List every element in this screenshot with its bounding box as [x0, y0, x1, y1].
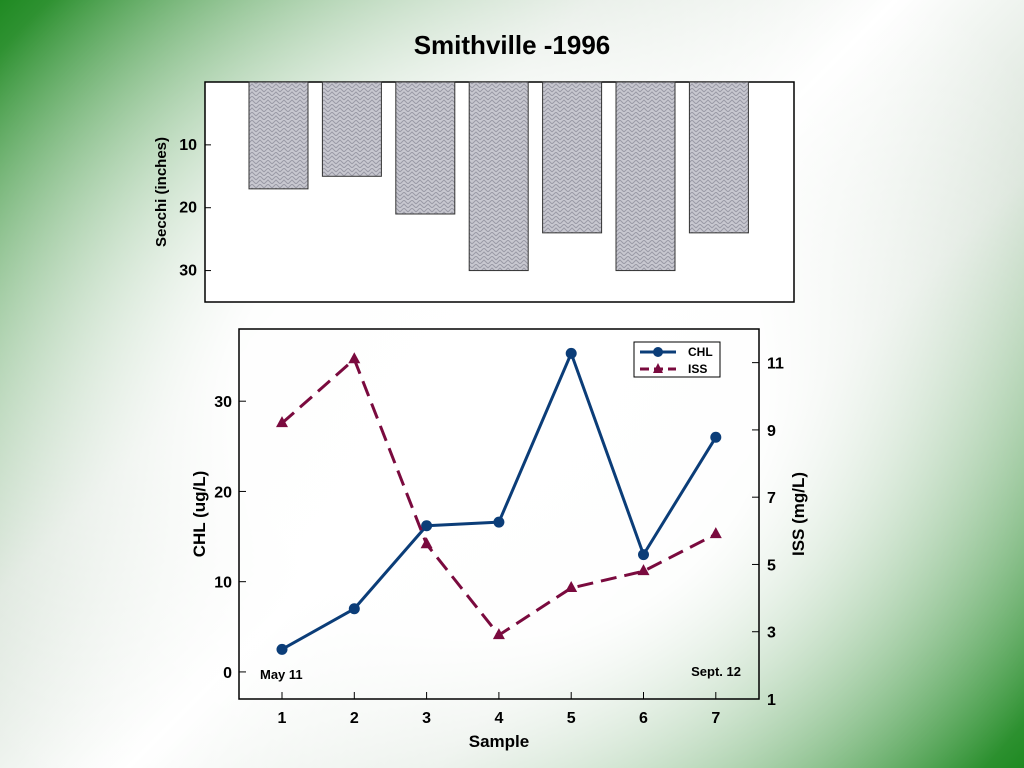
x-axis-label: Sample [469, 732, 529, 751]
chl-iss-chart: 1 2 3 4 5 6 7 0 10 20 30 1 3 5 7 9 11 Sample CHL (ug/L… [190, 328, 808, 751]
chart-title: Smithville -1996 [413, 30, 611, 60]
x-tick-6: 6 [639, 710, 648, 727]
left-tick-10: 10 [214, 575, 232, 592]
chl-point-7 [710, 431, 722, 443]
left-tick-20: 20 [214, 484, 232, 501]
legend: CHL ISS [633, 341, 721, 378]
secchi-y-tick-10: 10 [179, 137, 197, 154]
right-tick-7: 7 [767, 490, 776, 507]
chl-point-4 [493, 516, 505, 528]
series-layer [276, 347, 722, 655]
secchi-bar-7 [688, 81, 749, 234]
iss-point-2 [348, 352, 361, 364]
iss-point-7 [709, 527, 722, 539]
right-tick-3: 3 [767, 625, 776, 642]
annotation-end-date: Sept. 12 [691, 664, 741, 679]
secchi-bar-6 [615, 81, 676, 272]
chl-point-1 [276, 643, 288, 655]
left-axis-ticks: 0 10 20 30 [214, 394, 246, 682]
legend-marker-chl [653, 347, 663, 357]
right-tick-1: 1 [767, 692, 776, 709]
left-tick-0: 0 [223, 665, 232, 682]
right-tick-5: 5 [767, 557, 776, 574]
chl-point-5 [565, 347, 577, 359]
left-axis-label: CHL (ug/L) [190, 471, 209, 558]
x-tick-3: 3 [422, 710, 431, 727]
secchi-bar-2 [321, 81, 382, 177]
series-line-chl [281, 351, 718, 651]
line-plot-frame [238, 328, 760, 700]
chl-point-3 [421, 520, 433, 532]
right-axis-ticks: 1 3 5 7 9 11 [752, 356, 784, 709]
secchi-chart: 10 20 30 Secchi (inches) [153, 81, 795, 303]
chl-point-6 [638, 549, 649, 561]
secchi-bar-1 [248, 81, 309, 190]
annotation-start-date: May 11 [260, 667, 303, 682]
x-tick-1: 1 [278, 710, 287, 727]
iss-point-1 [276, 416, 288, 428]
chl-point-2 [348, 603, 360, 615]
series-line-iss [281, 357, 717, 637]
secchi-bar-5 [542, 81, 603, 234]
right-tick-9: 9 [767, 423, 776, 440]
x-tick-4: 4 [494, 710, 503, 727]
iss-point-6 [637, 564, 650, 576]
x-tick-2: 2 [350, 710, 359, 727]
legend-label-chl: CHL [688, 345, 713, 359]
legend-label-iss: ISS [688, 362, 707, 376]
secchi-bars [248, 81, 749, 272]
legend-marker-iss [653, 363, 663, 373]
x-axis-ticks: 1 2 3 4 5 6 7 [278, 692, 720, 727]
secchi-bar-4 [468, 81, 529, 272]
right-tick-11: 11 [767, 356, 784, 373]
x-tick-7: 7 [711, 710, 720, 727]
secchi-y-axis-label: Secchi (inches) [153, 137, 170, 247]
right-axis-label: ISS (mg/L) [789, 472, 808, 556]
iss-point-4 [492, 628, 505, 640]
secchi-bar-3 [395, 81, 456, 215]
iss-point-3 [420, 537, 433, 549]
iss-point-5 [565, 581, 578, 592]
x-tick-5: 5 [567, 710, 576, 727]
legend-box [633, 341, 721, 378]
left-tick-30: 30 [214, 394, 232, 411]
secchi-y-tick-20: 20 [179, 200, 197, 217]
secchi-y-ticks: 10 20 30 [179, 137, 211, 280]
secchi-y-tick-30: 30 [179, 263, 197, 280]
